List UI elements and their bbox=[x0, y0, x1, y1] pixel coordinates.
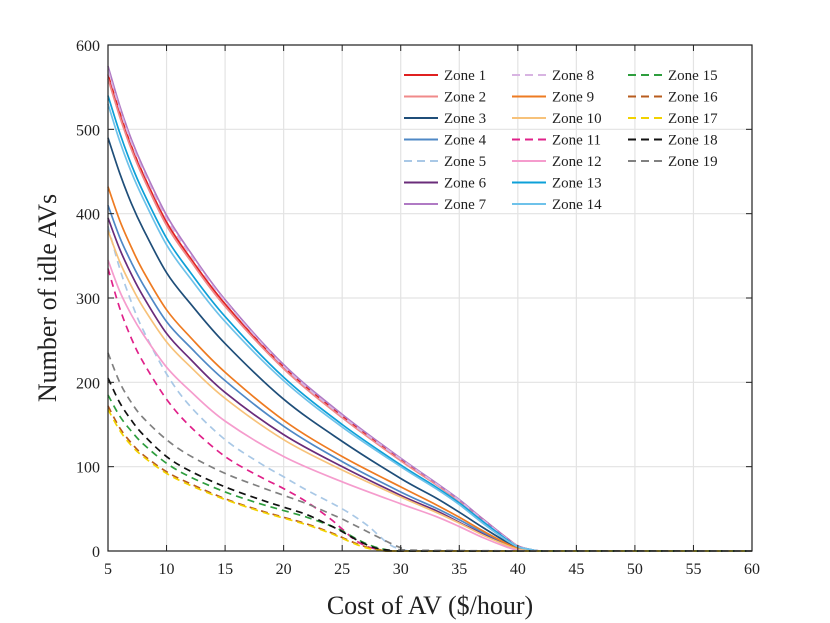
legend-label-zone-1: Zone 1 bbox=[444, 68, 486, 84]
x-tick-label: 55 bbox=[685, 561, 701, 578]
legend-label-zone-5: Zone 5 bbox=[444, 154, 486, 170]
legend-label-zone-3: Zone 3 bbox=[444, 111, 486, 127]
x-tick-label: 20 bbox=[276, 561, 292, 578]
series-line-zone-19 bbox=[107, 352, 753, 552]
x-tick-label: 45 bbox=[568, 561, 584, 578]
x-tick-label: 5 bbox=[104, 561, 112, 578]
legend-label-zone-18: Zone 18 bbox=[668, 133, 718, 149]
x-tick-label: 35 bbox=[451, 561, 467, 578]
x-tick-label: 50 bbox=[627, 561, 643, 578]
legend: Zone 1 Zone 2 Zone 3 Zone 4 Zone 5 Zone 6 Zone… bbox=[404, 68, 718, 213]
legend-label-zone-11: Zone 11 bbox=[552, 133, 601, 149]
legend-label-zone-2: Zone 2 bbox=[444, 90, 486, 106]
legend-label-zone-16: Zone 16 bbox=[668, 90, 718, 106]
axis-ticks: 5 10 15 20 25 30 35 40 45 50 55 6001002003004005006… bbox=[76, 38, 760, 578]
legend-label-zone-7: Zone 7 bbox=[444, 197, 487, 213]
legend-label-zone-9: Zone 9 bbox=[552, 90, 594, 106]
legend-label-zone-4: Zone 4 bbox=[444, 133, 487, 149]
x-tick-label: 10 bbox=[159, 561, 175, 578]
legend-label-zone-19: Zone 19 bbox=[668, 154, 718, 170]
x-tick-label: 30 bbox=[393, 561, 409, 578]
y-tick-label: 300 bbox=[76, 291, 100, 308]
series-line-zone-17 bbox=[107, 408, 752, 552]
legend-label-zone-12: Zone 12 bbox=[552, 154, 602, 170]
legend-label-zone-8: Zone 8 bbox=[552, 68, 594, 84]
x-tick-label: 15 bbox=[217, 561, 233, 578]
y-tick-label: 600 bbox=[76, 38, 100, 55]
y-tick-label: 500 bbox=[76, 122, 100, 139]
legend-label-zone-10: Zone 10 bbox=[552, 111, 602, 127]
legend-label-zone-17: Zone 17 bbox=[668, 111, 718, 127]
legend-label-zone-15: Zone 15 bbox=[668, 68, 718, 84]
x-axis-title: Cost of AV ($/hour) bbox=[327, 591, 533, 620]
y-tick-label: 100 bbox=[76, 460, 100, 477]
legend-label-zone-13: Zone 13 bbox=[552, 176, 602, 192]
y-tick-label: 400 bbox=[76, 207, 100, 224]
x-tick-label: 25 bbox=[334, 561, 350, 578]
legend-label-zone-6: Zone 6 bbox=[444, 176, 487, 192]
x-tick-label: 60 bbox=[744, 561, 760, 578]
y-tick-label: 200 bbox=[76, 375, 100, 392]
x-tick-label: 40 bbox=[510, 561, 526, 578]
legend-label-zone-14: Zone 14 bbox=[552, 197, 602, 213]
y-axis-title: Number of idle AVs bbox=[33, 194, 62, 402]
y-tick-label: 0 bbox=[92, 544, 100, 561]
